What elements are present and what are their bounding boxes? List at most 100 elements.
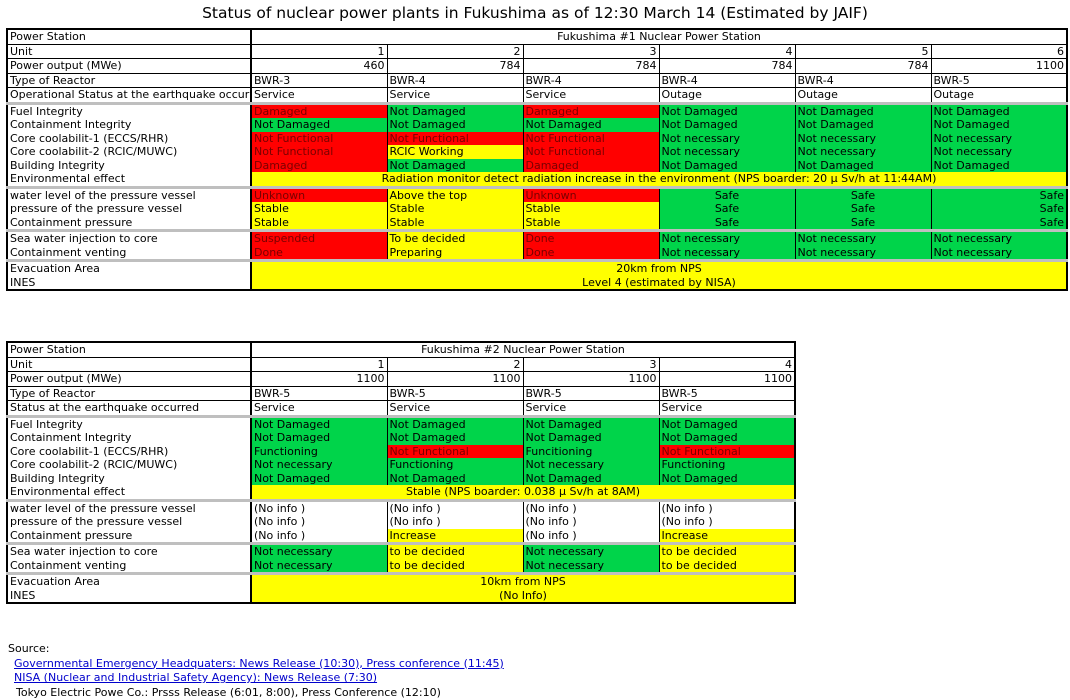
status-cell: Stable [251,215,388,231]
status-row: water level of the pressure vessel (No in… [7,498,796,515]
unit-row: Unit 1 2 3 4 5 6 [7,44,1068,59]
status-cell: to be decided [659,558,796,574]
status-span-cell: Radiation monitor detect radiation incre… [251,172,1068,187]
row-label: Core coolabilit-1 (ECCS/RHR) [7,131,252,145]
status-row: water level of the pressure vessel Unknow… [7,185,1068,202]
status-cell: Not Functional [251,131,388,145]
output-cell: 460 [251,58,388,74]
source-link-government[interactable]: Governmental Emergency Headquaters: News… [14,656,504,670]
status-cell: Not Functional [251,145,388,159]
row-label: Status at the earthquake occurred [7,400,252,417]
status-cell: Done [523,229,660,246]
status-cell: Damaged [251,158,388,172]
status-cell: (No info ) [659,498,796,515]
status-row: pressure of the pressure vessel Stable Sta… [7,202,1068,216]
status-cell: (No info ) [251,515,388,529]
row-label: Fuel Integrity [7,414,252,431]
opstatus-cell: Outage [795,87,932,104]
row-label: Containment pressure [7,528,252,544]
row-label: Containment pressure [7,215,252,231]
status-cell: Safe [659,202,796,216]
station-name: Fukushima #1 Nuclear Power Station [251,29,1068,45]
page-title: Status of nuclear power plants in Fukush… [202,4,868,22]
row-label: INES [7,275,252,290]
row-label: Fuel Integrity [7,101,252,118]
unit-cell: 4 [659,44,796,59]
status-row: pressure of the pressure vessel (No info … [7,515,796,529]
status-cell: Not necessary [659,229,796,246]
unit-cell: 5 [795,44,932,59]
type-cell: BWR-4 [795,73,932,88]
status-cell: (No info ) [251,528,388,544]
status-cell: To be decided [387,229,524,246]
station-row: Power Station Fukushima #1 Nuclear Power … [7,29,1068,45]
status-cell: Stable [251,202,388,216]
row-label: Evacuation Area [7,572,252,589]
status-cell: RCIC Working [387,145,524,159]
status-row: INES (No Info) [7,588,796,603]
status-cell: Not Damaged [387,118,524,132]
row-label: Power output (MWe) [7,371,252,387]
status-cell: Not necessary [523,558,660,574]
status-span-cell: Stable (NPS boarder: 0.038 μ Sv/h at 8AM… [251,485,796,500]
type-cell: BWR-5 [387,386,524,401]
status-row: Environmental effect Radiation monitor de… [7,172,1068,187]
source-link-nisa[interactable]: NISA (Nuclear and Industrial Safety Agen… [14,671,378,684]
status-cell: Safe [795,185,932,202]
output-cell: 1100 [659,371,796,387]
status-cell: Safe [931,202,1068,216]
status-cell: Safe [659,185,796,202]
output-cell: 784 [387,58,524,74]
status-cell: Not Damaged [387,101,524,118]
type-cell: BWR-4 [659,73,796,88]
row-label: Building Integrity [7,471,252,485]
status-cell: Increase [659,528,796,544]
status-cell: Not necessary [795,245,932,261]
unit-cell: 6 [931,44,1068,59]
status-cell: Not Damaged [795,118,932,132]
status-cell: Stable [387,202,524,216]
output-cell: 1100 [523,371,660,387]
type-cell: BWR-4 [523,73,660,88]
status-cell: Not necessary [795,145,932,159]
status-cell: Not Damaged [931,101,1068,118]
status-cell: Not necessary [251,558,388,574]
status-cell: Not necessary [251,542,388,559]
status-span-cell: 20km from NPS [251,259,1068,276]
row-label: pressure of the pressure vessel [7,202,252,216]
status-cell: Not necessary [251,458,388,472]
row-label: Evacuation Area [7,259,252,276]
status-row: Containment pressure (No info ) Increase (N… [7,528,796,544]
output-cell: 1100 [251,371,388,387]
fukushima-1-status-table: Power Station Fukushima #1 Nuclear Power … [6,28,1068,291]
status-row: INES Level 4 (estimated by NISA) [7,275,1068,290]
status-cell: Not necessary [931,145,1068,159]
status-span-cell: Level 4 (estimated by NISA) [251,275,1068,290]
row-label: Containment venting [7,245,252,261]
status-cell: Not necessary [931,245,1068,261]
type-cell: BWR-4 [387,73,524,88]
opstatus-cell: Service [387,87,524,104]
status-cell: Not Damaged [251,471,388,485]
status-cell: Functioning [659,458,796,472]
status-cell: Stable [523,215,660,231]
status-row: Evacuation Area 20km from NPS [7,259,1068,276]
status-cell: (No info ) [387,515,524,529]
status-cell: (No info ) [523,528,660,544]
row-label: Containment venting [7,558,252,574]
status-row: Sea water injection to core Suspended To b… [7,229,1068,246]
status-cell: Safe [795,215,932,231]
row-label: pressure of the pressure vessel [7,515,252,529]
status-cell: Safe [931,185,1068,202]
row-label: Environmental effect [7,485,252,500]
status-span-cell: (No Info) [251,588,796,603]
status-cell: Functioning [387,458,524,472]
row-label: Operational Status at the earthquake occ… [7,87,252,104]
status-cell: Not Damaged [659,431,796,445]
status-cell: Damaged [251,101,388,118]
unit-cell: 1 [251,357,388,372]
status-row: Core coolabilit-2 (RCIC/MUWC) Not necessa… [7,458,796,472]
status-cell: Not Damaged [659,158,796,172]
status-row: Building Integrity Not Damaged Not Damaged… [7,471,796,485]
status-row: Core coolabilit-1 (ECCS/RHR) Functioning N… [7,444,796,458]
